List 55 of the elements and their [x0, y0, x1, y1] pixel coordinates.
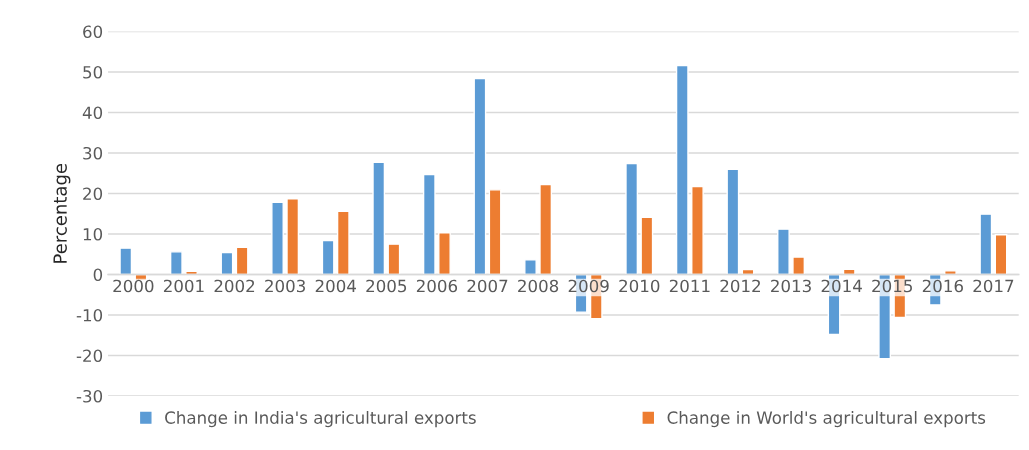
bar	[372, 161, 386, 276]
bar	[336, 210, 350, 276]
y-axis-title: Percentage	[53, 163, 71, 263]
bar	[119, 247, 133, 276]
bar	[438, 232, 451, 276]
x-tick-label: 2004	[315, 279, 356, 293]
legend-label: Change in India's agricultural exports	[165, 411, 476, 428]
bar	[792, 256, 806, 276]
x-tick-label: 2012	[720, 279, 760, 293]
bar	[235, 246, 249, 276]
bar	[994, 234, 1008, 276]
bar	[640, 216, 654, 276]
bar	[625, 162, 639, 276]
x-tick-label: 2011	[669, 279, 710, 293]
x-tick-label: 2000	[113, 279, 154, 293]
x-tick-label: 2013	[771, 279, 811, 293]
bar	[777, 228, 790, 276]
y-tick-label: 0	[93, 268, 103, 282]
bar	[387, 243, 401, 276]
bar	[691, 185, 704, 276]
x-tick-label: 2001	[163, 279, 204, 293]
x-tick-label: 2009	[568, 279, 609, 293]
x-tick-label: 2017	[973, 279, 1014, 293]
y-tick-label: -30	[76, 389, 103, 403]
y-tick-label: 30	[83, 146, 103, 160]
x-tick-label: 2005	[366, 279, 407, 293]
y-tick-label: 20	[83, 187, 103, 201]
bar	[675, 64, 689, 276]
x-tick-label: 2007	[467, 279, 508, 293]
x-tick-label: 2008	[518, 279, 559, 293]
bar	[979, 213, 993, 276]
y-tick-label: 40	[82, 106, 103, 120]
bar	[473, 77, 487, 276]
x-tick-label: 2003	[265, 279, 305, 293]
x-tick-label: 2014	[821, 279, 862, 293]
bar	[422, 173, 436, 276]
x-tick-label: 2016	[922, 279, 963, 293]
legend-label: Change in World's agricultural exports	[667, 411, 986, 428]
y-tick-label: 60	[83, 25, 103, 39]
bar	[169, 251, 183, 276]
y-tick-label: 50	[83, 65, 103, 79]
y-tick-label: -10	[76, 308, 103, 322]
bar	[539, 183, 553, 276]
bar	[726, 168, 740, 276]
bar	[286, 198, 300, 276]
x-tick-label: 2006	[416, 279, 458, 293]
bar	[488, 189, 502, 276]
y-tick-label: -20	[76, 349, 103, 363]
x-tick-label: 2010	[619, 279, 660, 293]
bar	[321, 239, 335, 276]
y-tick-label: 10	[83, 227, 103, 241]
x-tick-label: 2002	[214, 279, 255, 293]
x-tick-label: 2015	[872, 279, 912, 293]
bar	[524, 259, 537, 276]
bar	[271, 201, 284, 276]
